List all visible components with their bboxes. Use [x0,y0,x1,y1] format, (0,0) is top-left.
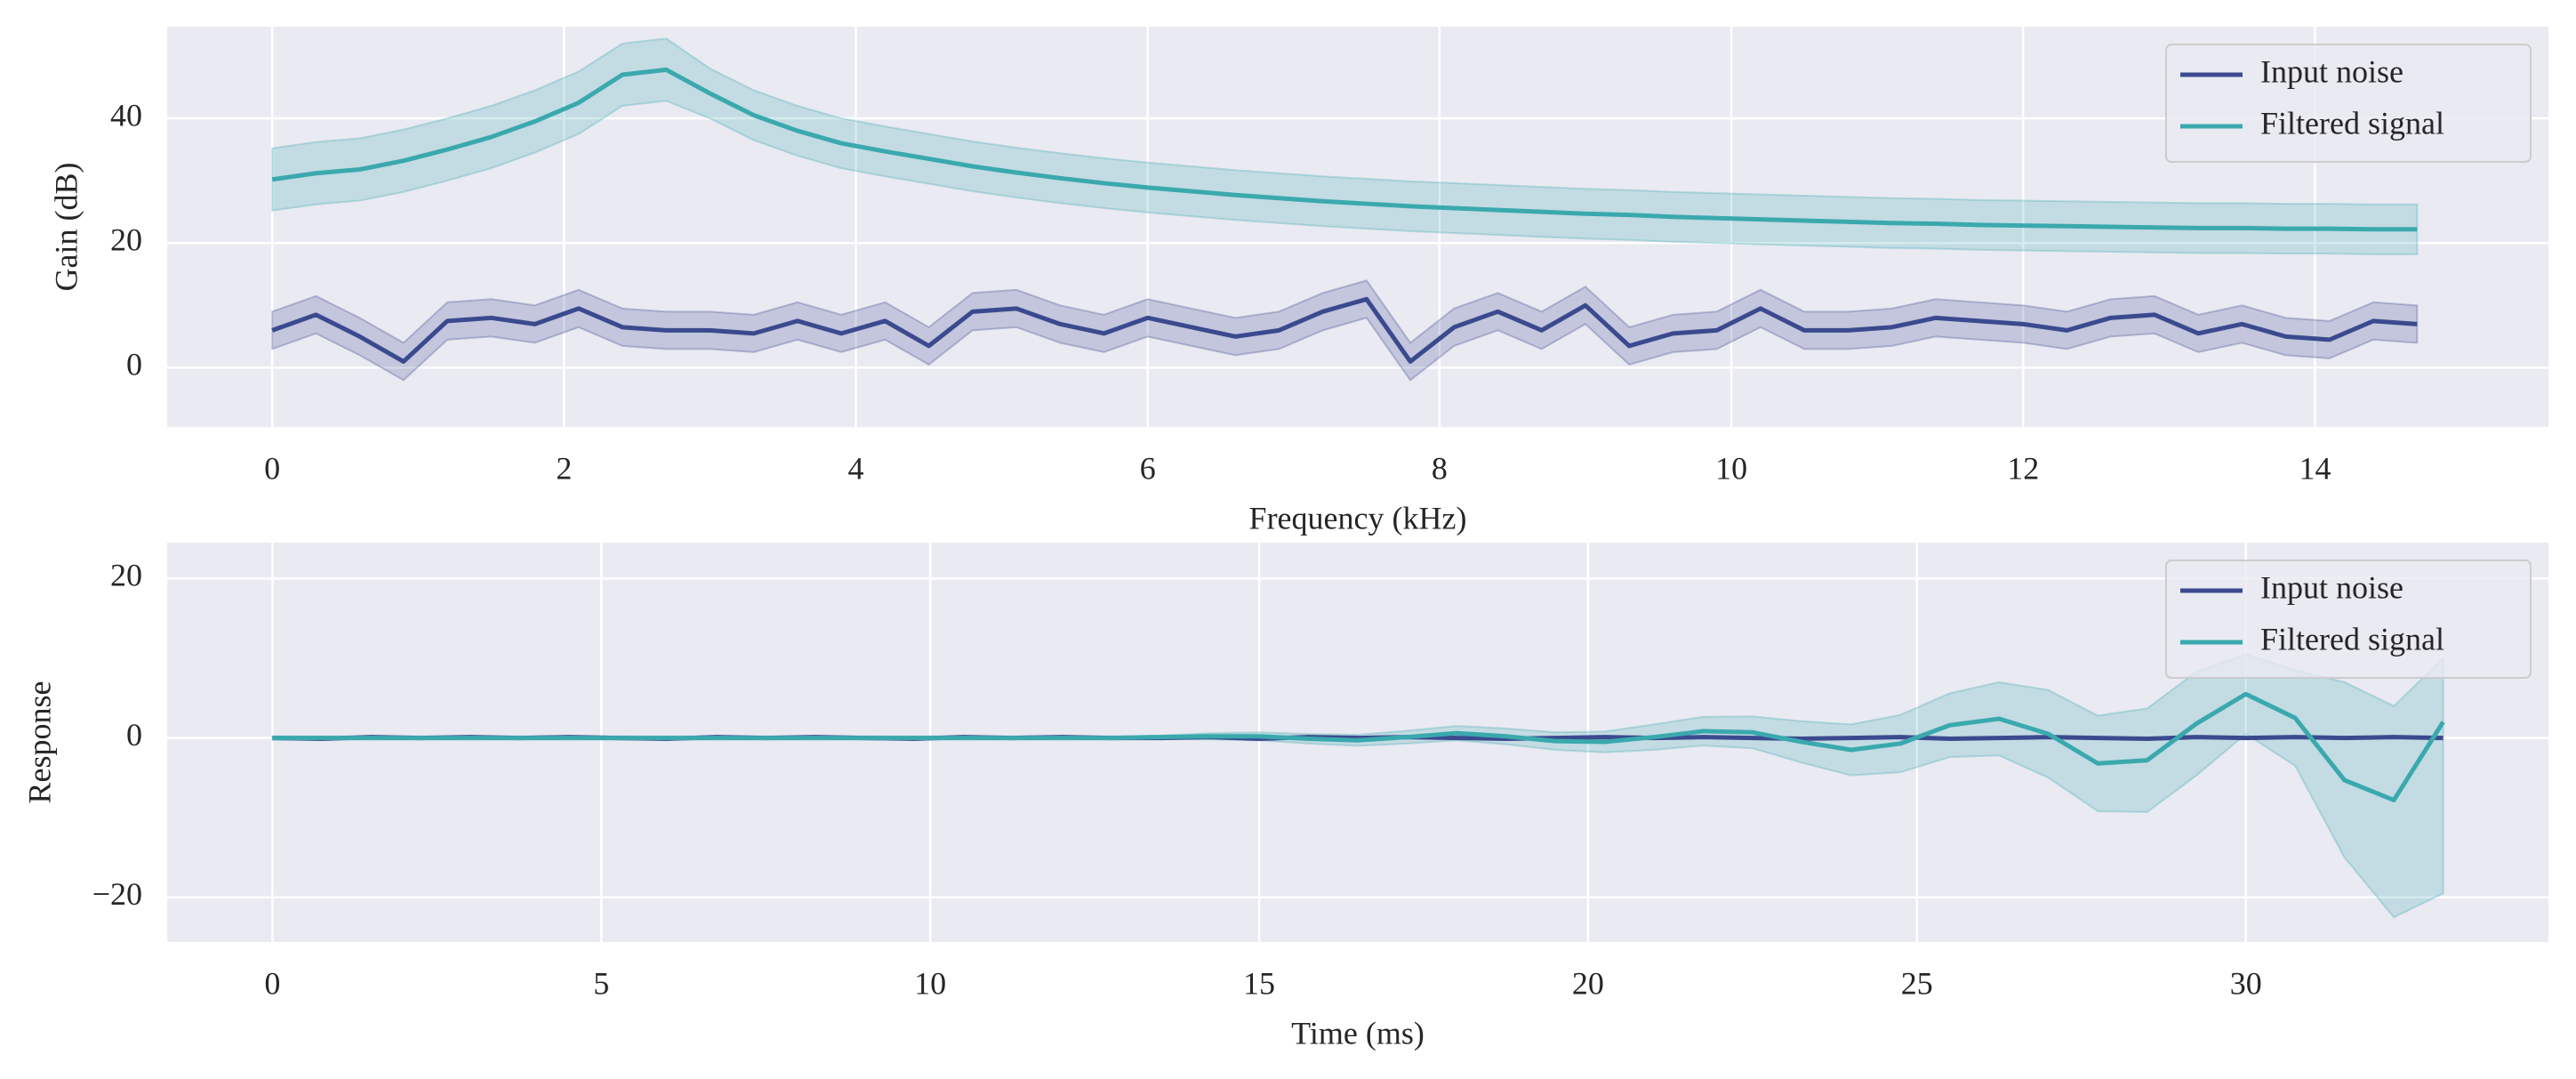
legend-label: Input noise [2260,53,2403,89]
x-tick-label: 12 [2007,450,2039,486]
x-axis-label: Frequency (kHz) [1249,500,1467,535]
x-tick-label: 2 [556,450,572,486]
y-tick-label: 20 [110,558,142,593]
y-tick-label: 40 [110,97,142,133]
legend-box [2165,44,2532,163]
y-axis-label: Response [21,681,57,804]
legend-label: Input noise [2260,569,2403,605]
x-tick-label: 15 [1243,965,1275,1001]
y-tick-label: 20 [110,221,142,257]
y-tick-label: −20 [92,876,142,912]
x-tick-label: 8 [1432,450,1448,486]
x-tick-label: 30 [2230,965,2262,1001]
y-tick-label: 0 [126,347,142,382]
x-tick-label: 10 [914,965,946,1001]
x-axis-label: Time (ms) [1291,1015,1424,1051]
x-tick-label: 25 [1901,965,1933,1001]
y-axis-label: Gain (dB) [48,163,84,292]
x-tick-label: 10 [1715,450,1747,486]
confidence-band [271,37,2419,255]
x-tick-label: 4 [848,450,864,486]
y-tick-label: 0 [126,717,142,753]
legend-label: Filtered signal [2260,621,2444,656]
legend-box [2165,560,2532,679]
x-tick-label: 6 [1140,450,1156,486]
legend-label: Filtered signal [2260,105,2444,141]
series-line [271,296,2418,364]
x-tick-label: 20 [1572,965,1604,1001]
series-line [271,67,2418,232]
x-tick-label: 0 [264,450,280,486]
series-line [272,691,2445,802]
x-tick-label: 5 [593,965,609,1001]
x-tick-label: 14 [2299,450,2331,486]
x-tick-label: 0 [264,965,280,1001]
